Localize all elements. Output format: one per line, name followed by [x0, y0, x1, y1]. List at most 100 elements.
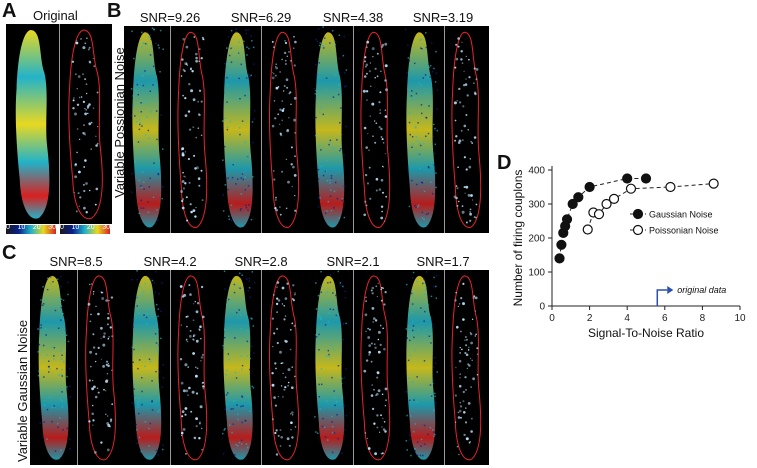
- gaussian-point: [573, 192, 584, 203]
- gaussian-snr-label: SNR=8.5: [49, 254, 103, 269]
- annotation-label: original data: [677, 285, 726, 295]
- heatmap-body: [406, 275, 436, 460]
- colorbar-right-ticks: 0 10 20 30: [60, 224, 110, 235]
- tile-divider: [353, 26, 354, 233]
- noise-speckles: [37, 275, 71, 452]
- firing-dots: [180, 36, 205, 222]
- noise-speckles: [222, 270, 256, 456]
- poisson-image: [124, 26, 215, 233]
- tile-divider: [261, 26, 262, 233]
- heatmap-body: [38, 275, 69, 460]
- noise-speckles: [404, 28, 439, 221]
- poissonian-point: [625, 183, 637, 194]
- colorbar-left-ticks: 0 10 20 30: [6, 224, 56, 235]
- fit-curve: [559, 178, 646, 259]
- y-tick-label: 300: [528, 200, 545, 211]
- noise-speckles: [130, 27, 164, 222]
- cell-outline: [85, 275, 116, 461]
- cell-outline: [360, 275, 391, 461]
- heatmap-body: [406, 32, 436, 228]
- poissonian-point: [708, 178, 719, 189]
- heatmap-body: [223, 32, 253, 228]
- colorbar-tick: 30: [102, 224, 110, 231]
- tile-divider: [444, 270, 445, 465]
- gaussian-image: [307, 270, 398, 465]
- gaussian-point: [640, 173, 652, 184]
- gaussian-image: [398, 270, 489, 465]
- gaussian-image: [30, 270, 124, 465]
- colorbar-left: [6, 225, 56, 234]
- firing-dots: [179, 284, 205, 455]
- tile-divider: [170, 26, 171, 233]
- legend-marker: [632, 224, 644, 236]
- legend-label: Poissonian Noise: [649, 226, 719, 236]
- poisson-snr-label: SNR=3.19: [412, 10, 474, 25]
- poisson-snr-label: SNR=9.26: [139, 10, 201, 25]
- panel-letter-a: A: [2, 0, 17, 22]
- heatmap-body: [315, 32, 345, 228]
- poissonian-point: [593, 209, 605, 220]
- gaussian-point: [622, 173, 633, 184]
- original-image: [6, 24, 112, 224]
- y-axis-label: Number of firing couplons: [511, 170, 525, 307]
- legend-label: Gaussian Noise: [649, 210, 713, 220]
- noise-speckles: [131, 270, 165, 456]
- gaussian-point: [554, 253, 565, 264]
- heatmap-body: [15, 30, 50, 219]
- gaussian-snr-label: SNR=4.2: [143, 254, 197, 269]
- colorbar-right: [60, 225, 110, 234]
- noise-speckles: [314, 270, 348, 455]
- cell-outline: [360, 31, 391, 228]
- heatmap-body: [132, 32, 162, 228]
- heatmap-body: [315, 275, 345, 460]
- poissonian-point: [665, 181, 676, 193]
- cell-outline: [68, 29, 103, 220]
- colorbar-tick: 20: [32, 224, 41, 231]
- fit-curve: [587, 183, 714, 230]
- gaussian-image: [124, 270, 215, 465]
- colorbar-tick: 20: [86, 224, 95, 231]
- x-tick-label: 4: [624, 313, 630, 324]
- firing-dots: [362, 40, 388, 222]
- gaussian-point: [584, 181, 595, 193]
- noise-speckles: [313, 26, 348, 219]
- colorbar-tick: 0: [6, 224, 10, 231]
- x-tick-label: 8: [700, 313, 706, 324]
- poisson-image: [307, 26, 398, 233]
- firing-dots: [363, 282, 388, 456]
- original-label: Original: [33, 8, 78, 23]
- firing-dots: [453, 37, 479, 224]
- annotation-arrow: [656, 289, 668, 306]
- tile-divider: [170, 270, 171, 465]
- y-tick-label: 100: [528, 268, 545, 279]
- x-tick-label: 10: [734, 313, 746, 324]
- poisson-snr-label: SNR=6.29: [230, 10, 292, 25]
- poisson-snr-label: SNR=4.38: [322, 10, 384, 25]
- panel-letter-d: D: [497, 152, 512, 174]
- cell-outline: [268, 275, 300, 461]
- x-tick-label: 0: [549, 313, 555, 324]
- gaussian-point: [556, 239, 567, 250]
- panel-letter-c: C: [2, 242, 17, 264]
- poissonian-point: [608, 193, 620, 205]
- x-axis-label: Signal-To-Noise Ratio: [588, 326, 704, 340]
- gaussian-snr-label: SNR=2.1: [326, 254, 380, 269]
- y-tick-label: 400: [528, 166, 545, 177]
- cell-outline: [268, 31, 300, 228]
- y-tick-label: 0: [539, 302, 545, 313]
- firing-couplons-chart: 0 2 4 6 8 10 0 100 200 300 400 Signal-To-Noise Rati…: [505, 160, 755, 365]
- colorbar-tick: 10: [71, 224, 80, 231]
- cell-outline: [451, 275, 482, 461]
- gaussian-image: [215, 270, 307, 465]
- heatmap-body: [132, 275, 162, 460]
- gaussian-row-label: Variable Gaussian Noise: [15, 319, 30, 462]
- x-tick-label: 6: [662, 313, 668, 324]
- tile-divider: [261, 270, 262, 465]
- legend-marker: [632, 208, 644, 220]
- colorbar-tick: 10: [17, 224, 26, 231]
- poissonian-point: [582, 224, 593, 235]
- poissonian-point: [601, 198, 612, 210]
- annotation-arrowhead: [667, 286, 674, 294]
- tile-divider: [59, 24, 60, 224]
